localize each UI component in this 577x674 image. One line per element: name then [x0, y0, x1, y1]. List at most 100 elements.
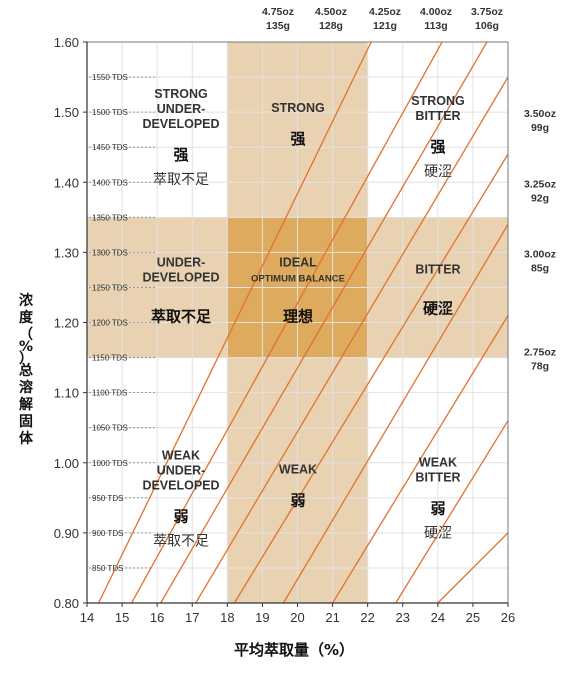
zone-cn-sub-strong-underdeveloped: 萃取不足 [153, 172, 209, 188]
dose-label-g: 135g [266, 20, 290, 32]
brew-ratio-line [395, 420, 508, 603]
x-tick-label: 14 [80, 610, 94, 625]
zone-cn-sub-weak-bitter: 硬涩 [424, 525, 452, 541]
dose-label-g: 128g [319, 20, 343, 32]
y-axis-label-char: 固 [19, 414, 33, 430]
axes-layer: 14 15 16 17 18 19 20 21 22 23 24 25 26 0.80 0.90 1.00 1.… [54, 35, 516, 625]
zone-label-weak-bitter: BITTER [415, 470, 460, 484]
x-tick-label: 26 [501, 610, 515, 625]
zone-cn-label-underdeveloped: 萃取不足 [151, 307, 212, 325]
dose-label-g: 113g [424, 20, 447, 32]
brew-ratio-line [332, 315, 508, 603]
x-tick-label: 21 [325, 610, 339, 625]
dose-label-oz: 3.25oz [524, 178, 556, 190]
dose-label-oz: 3.50oz [524, 108, 556, 120]
y-tick-label: 1.40 [54, 175, 79, 190]
zone-label-weak-underdeveloped: DEVELOPED [142, 478, 219, 492]
zone-labels-layer: STRONGUNDER-DEVELOPED强萃取不足STRONG强STRONGB… [142, 87, 464, 549]
zone-label-strong-bitter: STRONG [411, 94, 464, 108]
brew-ratio-line [195, 76, 508, 603]
brew-ratio-line [233, 153, 508, 603]
y-tick-label: 1.60 [54, 35, 79, 50]
y-axis-label-char: % [19, 339, 33, 355]
x-tick-label: 25 [466, 610, 480, 625]
y-axis-label-char: 度 [19, 309, 34, 326]
y-tick-label: 1.30 [54, 245, 79, 260]
dose-label-oz: 3.75oz [471, 6, 503, 18]
y-axis-label-char: （ [19, 327, 33, 343]
zone-label-strong-underdeveloped: UNDER- [157, 102, 206, 116]
dose-label-oz: 4.75oz [262, 6, 294, 18]
tds-label: 1550 TDS [92, 73, 128, 82]
dose-label-g: 99g [531, 122, 549, 134]
dose-label-g: 106g [475, 20, 499, 32]
dose-label-oz: 2.75oz [524, 347, 556, 359]
y-axis-label-char: ） [19, 351, 33, 367]
tds-label: 1450 TDS [92, 143, 128, 152]
zone-label-strong-underdeveloped: STRONG [154, 87, 207, 101]
dose-label-g: 121g [373, 20, 397, 32]
x-tick-label: 16 [150, 610, 164, 625]
x-tick-label: 19 [255, 610, 269, 625]
tds-label: 1250 TDS [92, 283, 128, 292]
brew-ratio-line [437, 532, 508, 603]
brew-ratio-line [160, 42, 488, 603]
zone-label-ideal: IDEAL [279, 255, 317, 269]
dose-label-g: 78g [531, 361, 549, 373]
dose-label-g: 85g [531, 262, 549, 274]
brew-ratio-line [282, 223, 508, 603]
zone-label-underdeveloped: UNDER- [157, 255, 206, 269]
tds-label: 1100 TDS [92, 389, 127, 398]
tds-label: 950 TDS [92, 494, 123, 503]
brew-ratio-line [97, 42, 372, 603]
zone-label-underdeveloped: DEVELOPED [142, 270, 219, 284]
zone-label-weak-bitter: WEAK [419, 455, 457, 469]
y-axis-label-char: 溶 [19, 379, 33, 396]
zone-cn-sub-strong-bitter: 硬涩 [424, 164, 452, 180]
zone-label-weak-underdeveloped: UNDER- [157, 463, 206, 477]
y-tick-label: 1.50 [54, 105, 79, 120]
x-tick-label: 23 [396, 610, 410, 625]
zone-label-strong-bitter: BITTER [415, 109, 460, 123]
zone-cn-label-strong-underdeveloped: 强 [173, 146, 188, 164]
y-axis-label-char: 解 [19, 396, 33, 413]
zone-cn-sub-weak-underdeveloped: 萃取不足 [153, 533, 209, 549]
y-axis-label-char: 浓 [19, 292, 34, 309]
y-axis-label-char: 体 [19, 430, 34, 447]
zone-cn-label-strong-bitter: 强 [430, 138, 445, 156]
dose-label-oz: 4.50oz [315, 6, 347, 18]
x-tick-label: 15 [115, 610, 129, 625]
x-tick-label: 18 [220, 610, 234, 625]
y-tick-label: 1.00 [54, 456, 79, 471]
tds-label: 850 TDS [92, 564, 123, 573]
tds-label: 1350 TDS [92, 213, 128, 222]
tds-label: 900 TDS [92, 529, 123, 538]
tds-label: 1000 TDS [92, 459, 128, 468]
brew-ratio-lines-layer [97, 42, 508, 603]
dose-label-oz: 4.25oz [369, 6, 401, 18]
x-tick-label: 22 [360, 610, 374, 625]
zone-label-strong: STRONG [271, 101, 324, 115]
zone-label-strong-underdeveloped: DEVELOPED [142, 117, 219, 131]
zone-cn-label-weak-bitter: 弱 [430, 499, 445, 517]
zone-label-bitter: BITTER [415, 262, 460, 276]
zone-cn-label-ideal: 理想 [283, 307, 313, 325]
dose-label-g: 92g [531, 192, 549, 204]
dose-label-oz: 3.00oz [524, 248, 556, 260]
zone-label-weak: WEAK [279, 462, 317, 476]
y-tick-label: 0.80 [54, 596, 79, 611]
brew-ratio-line [130, 42, 443, 603]
y-tick-label: 1.10 [54, 386, 79, 401]
x-tick-label: 17 [185, 610, 199, 625]
x-axis-label: 平均萃取量（%） [234, 641, 354, 659]
tds-label: 1500 TDS [92, 108, 128, 117]
tds-layer: 850 TDS 900 TDS 950 TDS 1000 TDS 1050 TDS 110… [89, 73, 156, 573]
zone-cn-label-weak-underdeveloped: 弱 [173, 507, 188, 525]
tds-label: 1200 TDS [92, 319, 128, 328]
zone-label-weak-underdeveloped: WEAK [162, 448, 200, 462]
dose-label-oz: 4.00oz [420, 6, 452, 18]
tds-label: 1300 TDS [92, 248, 128, 257]
tds-label: 1050 TDS [92, 424, 128, 433]
